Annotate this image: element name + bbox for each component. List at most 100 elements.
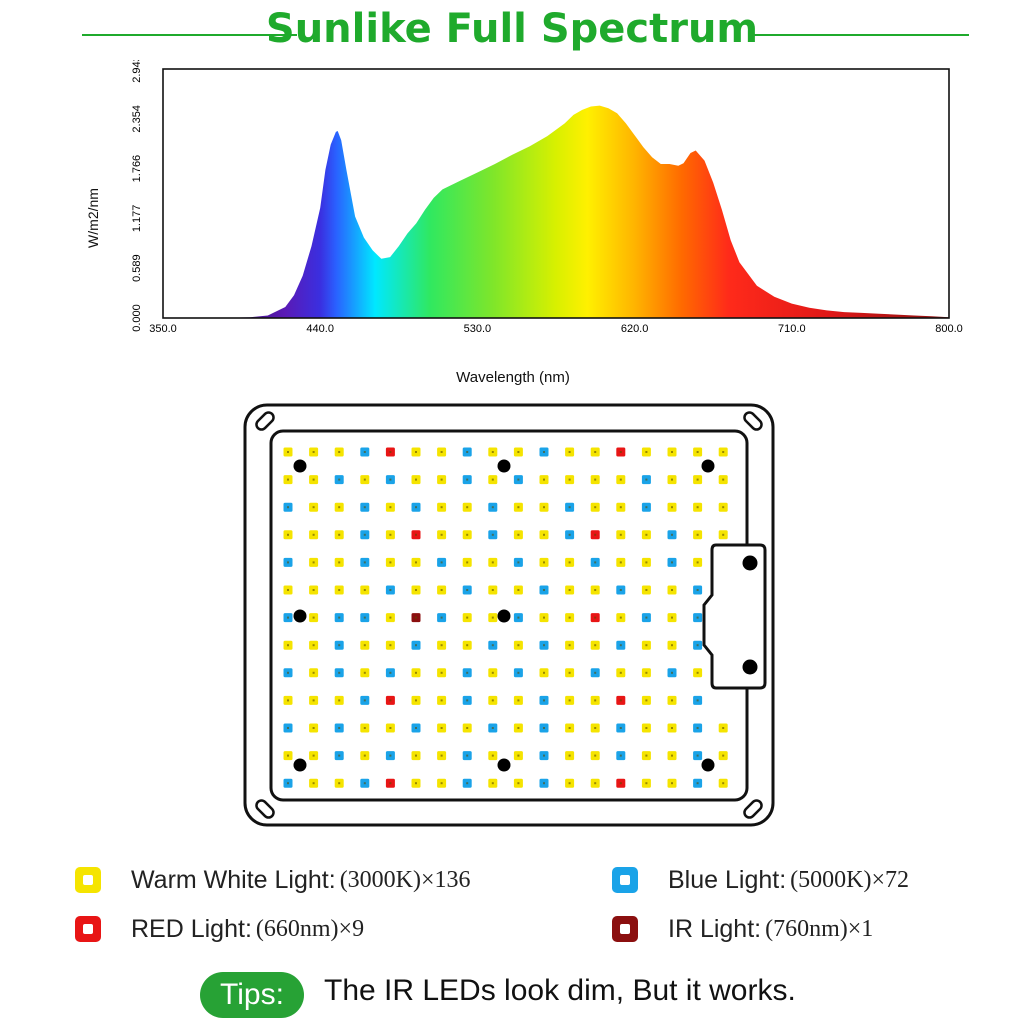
led-center [491, 699, 494, 702]
led-center [671, 671, 673, 674]
led-center [363, 644, 366, 647]
led-center [440, 478, 443, 481]
led-center [568, 451, 571, 453]
led-center [389, 782, 392, 785]
title-rule-left [82, 34, 297, 36]
led-center [671, 644, 673, 647]
led-center [619, 506, 622, 509]
led-center [568, 782, 571, 785]
led-center [645, 561, 648, 564]
led-center [312, 589, 315, 591]
led-center [517, 561, 520, 564]
screw-hole [293, 609, 307, 623]
led-center [491, 782, 494, 785]
led-center [543, 782, 545, 785]
led-center [696, 699, 699, 702]
screw-hole [497, 758, 511, 772]
led-center [543, 533, 545, 536]
led-center [415, 478, 417, 481]
led-center [363, 671, 366, 674]
led-center [543, 561, 545, 564]
led-center [338, 561, 341, 564]
led-center [440, 506, 443, 509]
title-rule-right [754, 34, 969, 36]
led-center [619, 754, 622, 757]
legend-red-label: RED Light: [131, 914, 252, 943]
led-center [568, 478, 571, 481]
legend: Warm White Light: (3000K)×136 Blue Light… [0, 855, 1024, 965]
led-center [312, 644, 315, 647]
legend-blue-spec: (5000K)×72 [790, 866, 909, 893]
led-center [440, 671, 443, 674]
led-center [491, 644, 494, 647]
led-center [491, 451, 494, 453]
corner-slot-tl [255, 411, 275, 431]
led-center [671, 561, 673, 564]
led-center [619, 533, 622, 536]
legend-item-blue: Blue Light: (5000K)×72 [612, 858, 909, 902]
legend-warm-label: Warm White Light: [131, 865, 336, 894]
led-center [619, 616, 622, 619]
led-center [287, 644, 289, 647]
led-center [338, 644, 341, 647]
led-center [415, 616, 417, 619]
led-center [415, 506, 417, 509]
led-center [491, 754, 494, 757]
blue-swatch [612, 867, 638, 893]
led-center [568, 727, 571, 729]
led-center [415, 699, 417, 702]
led-center [517, 589, 520, 591]
led-panel-diagram [243, 403, 775, 827]
screw-hole [293, 758, 307, 772]
led-center [594, 533, 597, 536]
screw-holes [293, 459, 715, 772]
led-center [722, 506, 725, 509]
led-center [363, 754, 366, 757]
led-center [594, 754, 597, 757]
screw-hole [497, 609, 511, 623]
led-center [491, 616, 494, 619]
led-center [338, 782, 341, 785]
legend-blue-label: Blue Light: [668, 865, 787, 894]
led-center [671, 533, 673, 536]
y-tick-label: 1.177 [131, 205, 143, 233]
screw-hole [293, 459, 307, 473]
x-tick-label: 710.0 [778, 323, 806, 335]
led-center [466, 561, 469, 564]
led-center [517, 727, 520, 729]
led-grid [283, 447, 728, 788]
led-center [594, 727, 597, 729]
legend-ir-spec: (760nm)×1 [765, 915, 874, 942]
led-center [389, 589, 392, 591]
led-center [722, 727, 725, 729]
led-center [696, 589, 699, 591]
led-center [312, 478, 315, 481]
led-center [543, 478, 545, 481]
led-center [696, 451, 699, 453]
page-title: Sunlike Full Spectrum [265, 6, 759, 52]
led-center [338, 533, 341, 536]
led-center [491, 561, 494, 564]
led-center [671, 478, 673, 481]
led-center [440, 589, 443, 591]
led-center [363, 533, 366, 536]
led-center [491, 506, 494, 509]
driver-screw-top [742, 555, 758, 571]
corner-slot-br [743, 799, 763, 819]
led-center [415, 451, 417, 453]
spectrum-area [163, 105, 949, 318]
led-center [696, 754, 699, 757]
led-center [440, 699, 443, 702]
led-center [363, 699, 366, 702]
corner-slot-bl [255, 799, 275, 819]
led-center [312, 699, 315, 702]
led-center [389, 533, 392, 536]
led-center [338, 506, 341, 509]
led-center [543, 727, 545, 729]
led-center [389, 754, 392, 757]
led-center [312, 506, 315, 509]
led-center [466, 671, 469, 674]
led-center [619, 589, 622, 591]
led-center [568, 616, 571, 619]
led-center [363, 478, 366, 481]
